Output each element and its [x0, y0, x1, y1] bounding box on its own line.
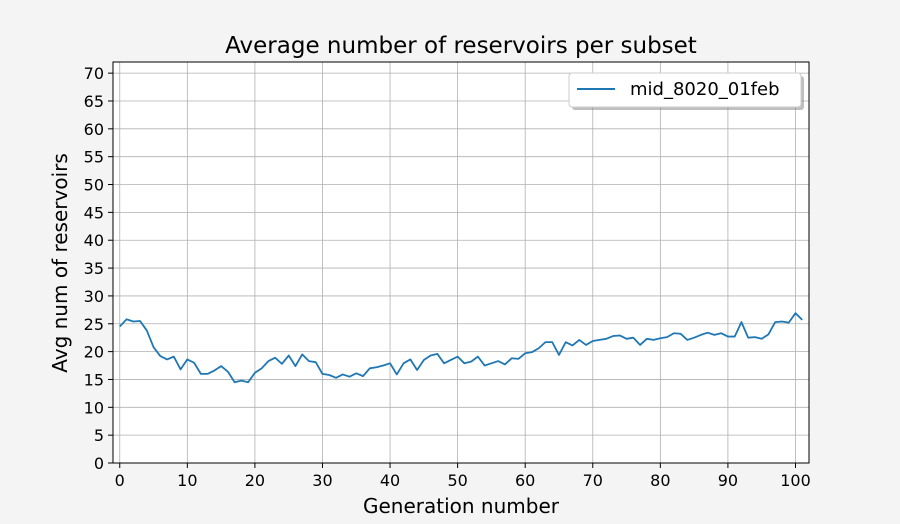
series-layer [119, 312, 803, 384]
y-tick-label: 5 [94, 426, 104, 445]
legend-box [568, 72, 802, 108]
y-tick-label: 20 [84, 343, 104, 362]
y-tick-label: 50 [84, 176, 104, 195]
x-tick-label: 100 [780, 471, 811, 490]
x-tick-label: 50 [447, 471, 467, 490]
x-tick-label: 0 [115, 471, 125, 490]
y-axis-ticks: 0 5 10 15 20 25 30 35 40 45 50 55 60 65 70 [84, 64, 113, 473]
x-tick-label: 10 [177, 471, 197, 490]
x-tick-label: 40 [380, 471, 400, 490]
x-tick-label: 90 [718, 471, 738, 490]
y-tick-label: 25 [84, 315, 104, 334]
x-tick-label: 60 [515, 471, 535, 490]
y-tick-label: 65 [84, 92, 104, 111]
y-tick-label: 40 [84, 231, 104, 250]
series-line [119, 312, 803, 384]
legend-label: mid_8020_01feb [630, 79, 780, 100]
y-tick-label: 35 [84, 259, 104, 278]
x-axis-ticks: 0 10 20 30 40 50 60 70 80 90 100 [115, 463, 811, 490]
y-tick-label: 30 [84, 287, 104, 306]
x-axis-label: Generation number [363, 494, 560, 518]
y-tick-label: 0 [94, 454, 104, 473]
x-tick-label: 30 [312, 471, 332, 490]
x-tick-label: 20 [245, 471, 265, 490]
y-tick-label: 60 [84, 120, 104, 139]
y-axis-label: Avg num of reservoirs [48, 153, 72, 373]
y-tick-label: 55 [84, 148, 104, 167]
chart-title: Average number of reservoirs per subset [225, 33, 697, 59]
plot-frame [112, 61, 810, 464]
y-tick-label: 45 [84, 203, 104, 222]
plot-area [113, 62, 809, 463]
x-tick-label: 70 [583, 471, 603, 490]
y-tick-label: 15 [84, 370, 104, 389]
y-tick-label: 70 [84, 64, 104, 83]
legend: mid_8020_01feb [568, 72, 804, 110]
x-tick-label: 80 [650, 471, 670, 490]
y-tick-label: 10 [84, 398, 104, 417]
